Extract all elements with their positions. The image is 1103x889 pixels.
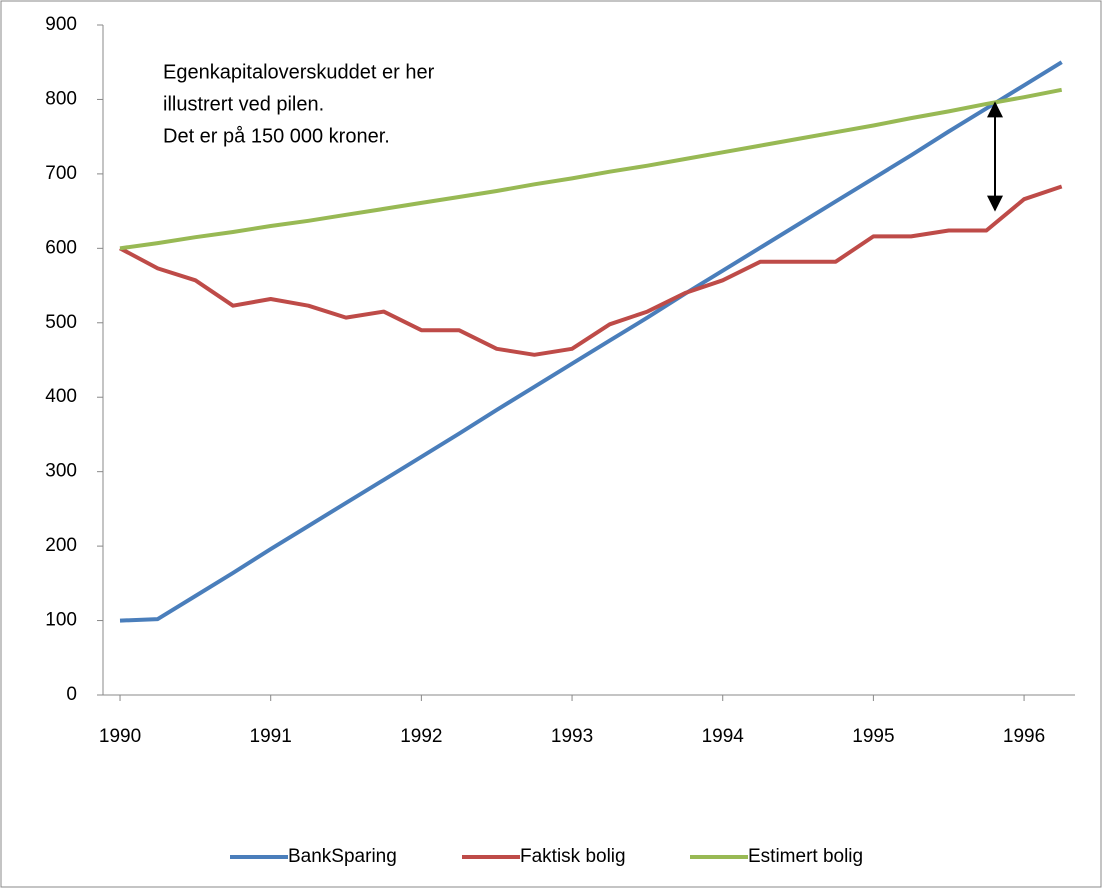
y-tick-label: 900 [45,14,77,35]
x-tick-label: 1995 [852,726,894,747]
x-tick-label: 1994 [702,726,745,747]
series-line [119,60,1063,623]
y-tick-label: 400 [45,386,77,407]
legend-label: Faktisk bolig [520,846,626,867]
x-tick-label: 1990 [99,726,141,747]
y-tick-label: 0 [66,684,77,705]
y-tick-label: 300 [45,461,77,482]
annotation: Egenkapitaloverskuddet er her [163,61,435,83]
series-line [119,87,1063,251]
y-tick-label: 100 [45,610,77,631]
x-tick-label: 1993 [551,726,593,747]
y-tick-label: 800 [45,88,77,109]
annotation: Det er på 150 000 kroner. [163,125,390,147]
legend-label: BankSparing [288,846,397,867]
y-tick-label: 500 [45,312,77,333]
x-tick-label: 1996 [1003,726,1045,747]
y-tick-label: 700 [45,163,77,184]
series-line [119,184,1063,357]
y-tick-label: 200 [45,535,77,556]
x-tick-label: 1991 [250,726,292,747]
y-tick-label: 600 [45,237,77,258]
legend-label: Estimert bolig [748,846,863,867]
plot [119,60,1063,623]
x-tick-label: 1992 [400,726,442,747]
annotation: illustrert ved pilen. [163,93,324,115]
